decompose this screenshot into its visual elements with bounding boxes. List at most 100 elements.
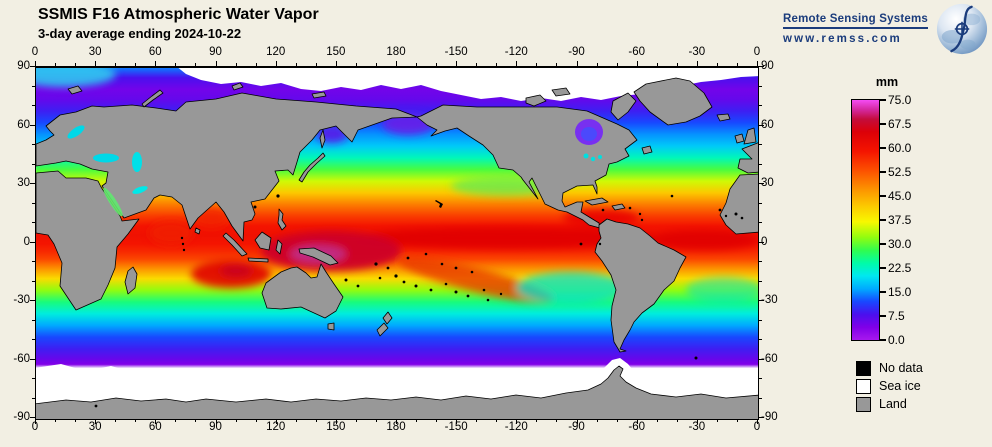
landmass-borneo [254,231,272,251]
lon-tick-label: -120 [504,421,528,433]
lon-tick-label: 0 [31,421,39,433]
brand-url-link[interactable]: www.remss.com [782,33,902,45]
landmass-greenland [633,77,713,126]
lon-major-tick [576,61,578,66]
lat-tick-label: 30 [17,177,30,189]
lat-minor-tick [32,378,35,379]
lon-tick-label: 120 [266,421,286,433]
lat-minor-tick [32,222,35,223]
lon-tick-label: 180 [386,46,406,58]
lat-tick-label: 90 [17,60,30,72]
lon-minor-tick [496,63,498,66]
lon-tick-label: -60 [628,46,645,58]
colorbar-tick-label: 22.5 [888,261,912,275]
lon-tick-label: 150 [326,421,346,433]
landmass-arctic-islands-1 [525,94,547,107]
legend-swatch [856,396,871,412]
axis-top-longitude-labels: 0 30 60 90 120 150 180 -150 -120 -90 -60 -30 0 [32,46,761,60]
lat-tick-label: 60 [17,118,30,131]
legend-item: Sea ice [856,377,923,395]
lon-tick-label: 120 [266,46,286,58]
lon-minor-tick [195,63,197,66]
landmass-sakhalin [319,129,326,149]
colorbar-tick [880,171,886,173]
persian-gulf [132,186,148,194]
legend-label: No data [879,361,923,375]
lon-minor-tick [315,63,317,66]
colorbar-tick [880,99,886,101]
lon-minor-tick [375,63,377,66]
lat-minor-tick [32,280,35,282]
island-specks [94,194,744,408]
landmass-eurasia [36,92,418,242]
lon-tick-label: -30 [688,46,706,58]
landmass-britain [743,127,757,145]
lon-minor-tick [115,63,117,66]
landmass-africa-west [719,173,758,235]
lon-major-tick [95,61,97,66]
colorbar-tick [880,291,886,293]
lon-tick-label: 30 [88,46,102,58]
colorbar-tick [880,195,886,197]
colorbar-tick-label: 52.5 [888,165,912,179]
lat-tick-label: 60 [761,118,774,131]
colorbar-tick-label: 75.0 [888,93,912,107]
colorbar-tick-label: 37.5 [888,213,912,227]
lon-tick-label: -90 [568,421,585,433]
landmass-iberia-france [737,142,758,174]
lon-tick-label: 0 [753,46,761,58]
landmass-cuba [584,197,609,206]
colorbar-tick [880,219,886,221]
lon-major-tick [35,61,36,66]
lon-major-tick [215,61,217,66]
lon-minor-tick [55,63,57,66]
inland-seas [67,119,603,217]
lon-major-tick [396,61,397,66]
colorbar-unit-label: mm [875,75,899,89]
lon-major-tick [155,61,157,66]
lon-minor-tick [436,63,438,66]
colorbar-tick-label: 0.0 [888,333,905,347]
lon-tick-label: -60 [628,421,645,433]
colorbar-tick [880,123,886,125]
lon-minor-tick [355,63,357,66]
lon-minor-tick [175,63,177,66]
lon-minor-tick [75,63,77,66]
colorbar-tick [880,267,886,269]
lon-tick-label: 90 [209,46,222,58]
red-sea [103,187,123,217]
page-subtitle: 3-day average ending 2024-10-22 [38,26,242,41]
lat-tick-label: -90 [761,411,778,423]
lon-minor-tick [476,63,478,66]
lat-minor-tick [32,261,35,262]
lon-minor-tick [596,63,598,66]
colorbar-tick [880,147,886,149]
lat-tick-label: -30 [13,294,30,306]
globe-logo-icon [936,3,988,55]
landmass-iceland [716,113,731,122]
landmass-sumatra [222,232,248,257]
lat-minor-tick [32,397,35,399]
legend-swatch [856,378,871,394]
lat-minor-tick [32,339,35,340]
legend-label: Sea ice [879,379,921,393]
map-legend: No data Sea ice Land [856,359,923,413]
landmass-svalbard [67,85,83,95]
lon-minor-tick [416,63,418,66]
lon-major-tick [275,61,277,66]
lon-tick-label: -30 [688,421,706,433]
great-lake-2 [590,156,596,162]
lon-minor-tick [556,63,558,66]
landmass-madagascar [124,266,138,295]
landmass-south-america [594,218,687,353]
legend-label: Land [879,397,907,411]
lat-minor-tick [32,144,35,145]
lon-minor-tick [716,63,718,66]
lon-tick-label: -150 [444,46,468,58]
lat-tick-label: 0 [23,235,30,248]
lat-minor-tick [32,85,35,87]
brand-name: Remote Sensing Systems [782,13,928,29]
landmass-tasmania [327,322,335,331]
legend-item: No data [856,359,923,377]
landmass-ireland [734,133,745,144]
